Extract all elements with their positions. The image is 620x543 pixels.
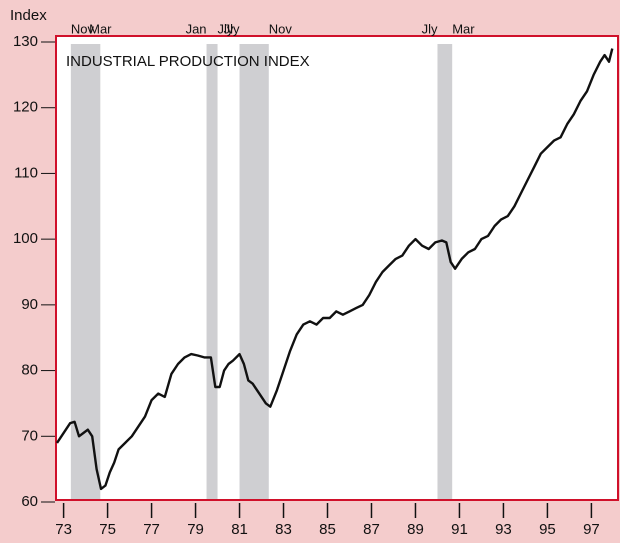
y-tick-label: 110 bbox=[14, 164, 38, 181]
data-line bbox=[56, 48, 614, 491]
recession-start-label: Jly bbox=[224, 21, 240, 36]
x-tick-label: 97 bbox=[583, 521, 600, 538]
recession-start-label: Nov bbox=[71, 21, 95, 36]
recession-end-label: Mar bbox=[89, 21, 112, 36]
recession-band bbox=[239, 44, 269, 499]
x-tick-label: 77 bbox=[143, 521, 160, 538]
x-tick-label: 85 bbox=[319, 521, 336, 538]
x-tick-label: 93 bbox=[495, 521, 512, 538]
recession-end-label: Jly bbox=[218, 21, 234, 36]
chart-title: INDUSTRIAL PRODUCTION INDEX bbox=[66, 53, 310, 70]
y-tick-label: 130 bbox=[13, 33, 38, 50]
recession-band bbox=[437, 44, 453, 499]
x-tick-label: 73 bbox=[55, 521, 72, 538]
x-tick-label: 87 bbox=[363, 521, 380, 538]
recession-end-label: Mar bbox=[452, 21, 475, 36]
x-tick-label: 91 bbox=[451, 521, 468, 538]
x-tick-label: 83 bbox=[275, 521, 292, 538]
y-axis-label: Index bbox=[10, 7, 47, 24]
plot-area bbox=[55, 35, 619, 501]
y-tick-label: 100 bbox=[13, 230, 38, 247]
x-tick-label: 89 bbox=[407, 521, 424, 538]
y-tick-label: 70 bbox=[21, 427, 38, 444]
recession-end-label: Nov bbox=[269, 21, 293, 36]
x-tick-label: 75 bbox=[99, 521, 116, 538]
y-tick-label: 120 bbox=[13, 99, 38, 116]
x-tick-label: 81 bbox=[231, 521, 248, 538]
y-tick-label: 90 bbox=[21, 296, 38, 313]
y-tick-label: 80 bbox=[21, 362, 38, 379]
recession-start-label: Jly bbox=[422, 21, 438, 36]
recession-band bbox=[206, 44, 218, 499]
y-tick-label: 60 bbox=[21, 493, 38, 510]
x-tick-label: 79 bbox=[187, 521, 204, 538]
recession-start-label: Jan bbox=[186, 21, 207, 36]
x-tick-label: 95 bbox=[539, 521, 556, 538]
